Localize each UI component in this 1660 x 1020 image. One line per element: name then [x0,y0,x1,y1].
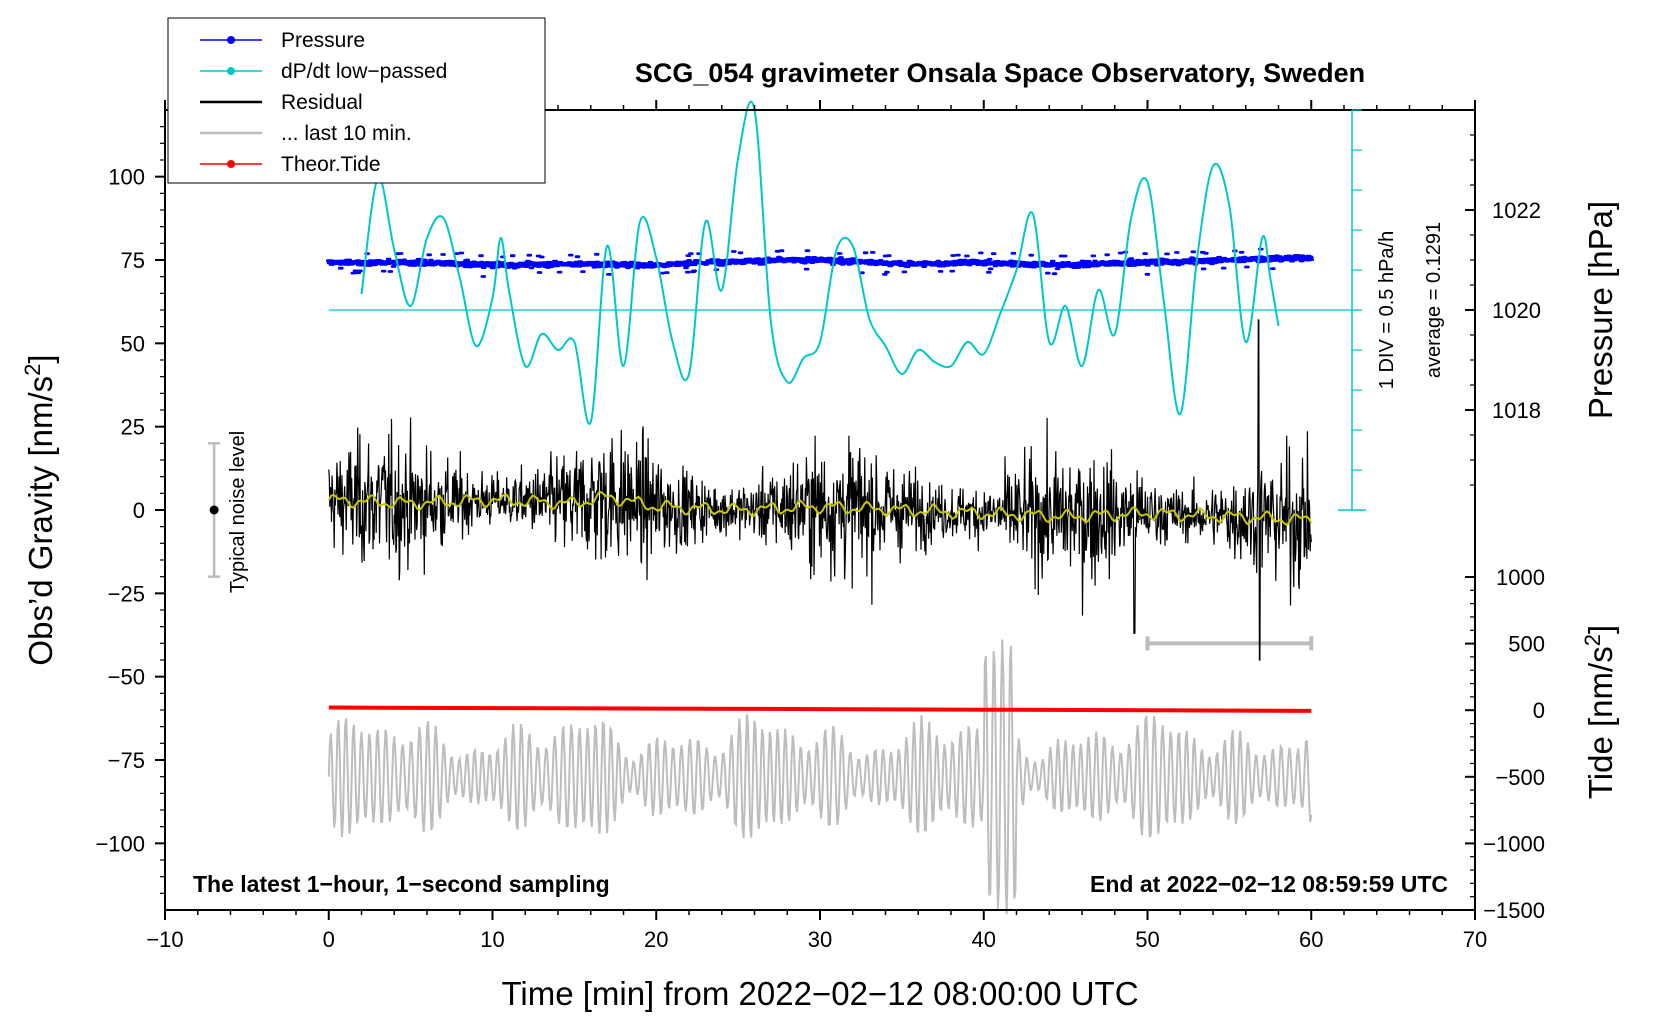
x-tick-label: 20 [644,927,668,952]
tide-tick-label: −1000 [1483,831,1545,856]
pressure-points [326,247,1314,278]
legend-label: Theor.Tide [281,153,381,176]
tide-tick-label: 1000 [1496,565,1545,590]
tide-tick-label: 0 [1533,698,1545,723]
legend-box [167,17,546,184]
gravity-tick-label: 25 [121,415,145,440]
footnote-right: End at 2022−02−12 08:59:59 UTC [1090,871,1448,897]
legend-item: dP/dt low−passed [200,60,447,83]
x-tick-label: 70 [1463,927,1487,952]
dpdt-series [328,100,1362,426]
legend: Pressure dP/dt low−passed Residual ... last… [167,17,546,184]
x-tick-label: 0 [323,927,335,952]
noise-level-label: Typical noise level [227,431,249,593]
dpdt-average-label: average = 0.1291 [1423,222,1445,378]
legend-item: Residual [200,91,363,114]
pressure-tick-label: 1020 [1492,298,1541,323]
x-tick-label: −10 [146,927,183,952]
legend-swatch-dot [227,160,235,168]
y-axis-pressure-title: Pressure [hPa] [1582,201,1619,419]
last-10-min-series [327,636,1314,915]
gravity-tick-label: 75 [121,248,145,273]
last-10-min-line [327,639,1313,915]
footnote-left: The latest 1−hour, 1−second sampling [193,871,610,897]
gravity-tick-label: −50 [108,665,145,690]
noise-bar-center [209,505,219,515]
dpdt-line [360,100,1280,426]
tide-tick-label: 500 [1508,632,1545,657]
x-tick-label: 60 [1299,927,1323,952]
x-tick-label: 50 [1135,927,1159,952]
x-axis-title: Time [min] from 2022−02−12 08:00:00 UTC [501,975,1138,1012]
residual-lowpass-series [327,491,1313,527]
y-axis-tide-title: Tide [nm/s2] [1580,625,1619,799]
gravity-tick-label: −75 [108,748,145,773]
legend-item: Pressure [200,29,365,52]
theoretical-tide-series [328,705,1312,713]
legend-swatch-dot [227,67,235,75]
tide-tick-label: −1500 [1483,898,1545,923]
legend-label: dP/dt low−passed [281,60,447,83]
legend-label: Pressure [281,29,365,52]
legend-swatch-dot [227,36,235,44]
gravity-tick-label: −25 [108,581,145,606]
legend-label: Residual [281,91,363,114]
pressure-tick-label: 1018 [1492,398,1541,423]
legend-label: ... last 10 min. [281,122,412,145]
x-tick-label: 30 [808,927,832,952]
tide-tick-label: −500 [1495,765,1545,790]
y-axis-left-title: Obs’d Gravity [nm/s2] [20,354,59,665]
pressure-tick-label: 1022 [1492,198,1541,223]
legend-item: ... last 10 min. [200,122,412,145]
residual-lowpass-line [327,491,1313,527]
tide-line [328,705,1312,713]
gravity-tick-label: 50 [121,331,145,356]
dpdt-axis [1338,109,1366,511]
legend-item: Theor.Tide [200,153,381,176]
gravity-tick-label: 0 [133,498,145,523]
gravity-tick-label: 100 [108,165,145,190]
gravity-tick-label: −100 [95,831,145,856]
noise-level-indicator [208,442,221,578]
pressure-series [326,247,1314,278]
chart-title: SCG_054 gravimeter Onsala Space Observat… [635,58,1365,88]
x-tick-label: 40 [972,927,996,952]
dpdt-div-label: 1 DIV = 0.5 hPa/h [1376,231,1398,389]
residual-line [328,319,1312,661]
x-tick-label: 10 [480,927,504,952]
residual-series [328,319,1312,661]
axes: −10 0 10 20 30 40 50 60 701007550250−25−50−75−10… [95,100,1545,952]
